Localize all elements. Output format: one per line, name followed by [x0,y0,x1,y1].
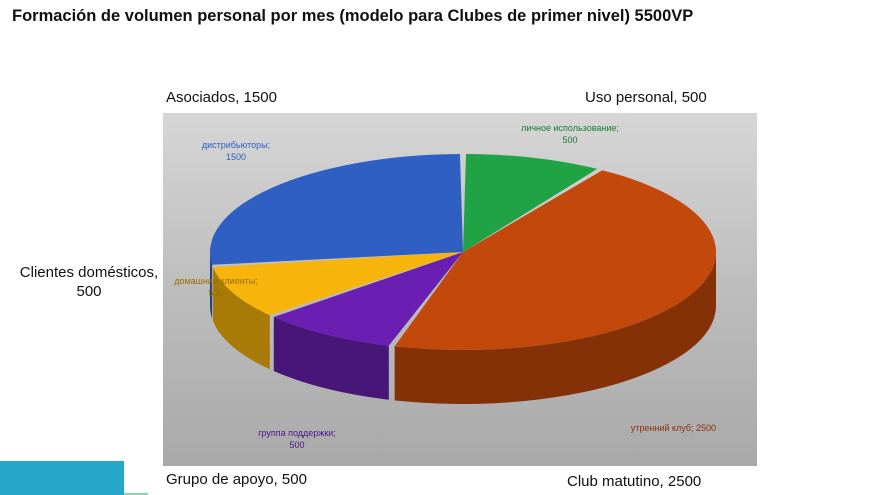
slice-дистрибьюторы [210,154,463,265]
slice-группа-поддержки [273,252,463,346]
slice-side-группа-поддержки [273,317,389,400]
decorative-bar [0,461,124,495]
label-asociados: Asociados, 1500 [166,89,277,106]
chart-title: Formación de volumen personal por mes (m… [12,7,694,25]
label-clientes-domesticos: Clientes domésticos, 500 [19,264,159,300]
label-club-matutino: Club matutino, 2500 [567,473,702,490]
slice-утренний-клуб [394,170,716,350]
slice-side-домашние-клиенты [213,267,270,370]
label-uso-personal: Uso personal, 500 [585,89,707,106]
data-label-группа-поддержки: группа поддержки; 500 [258,428,336,450]
decorative-line [124,493,148,495]
pie-chart: личное использование; 500 утренний клуб; 2… [163,113,757,466]
slice-домашние-клиенты [213,252,463,316]
data-label-утренний-клуб: утренний клуб; 2500 [631,423,716,433]
slice-side-утренний-клуб [394,252,716,404]
data-label-личное-использование: личное использование; 500 [521,123,619,145]
slice-side-дистрибьюторы [210,252,213,319]
label-grupo-de-apoyo: Grupo de apoyo, 500 [166,471,307,488]
data-label-домашние-клиенты: домашние клиенты; 500 [174,276,258,298]
data-label-дистрибьюторы: дистрибьюторы; 1500 [202,140,270,162]
slice-личное-использование [463,154,598,252]
